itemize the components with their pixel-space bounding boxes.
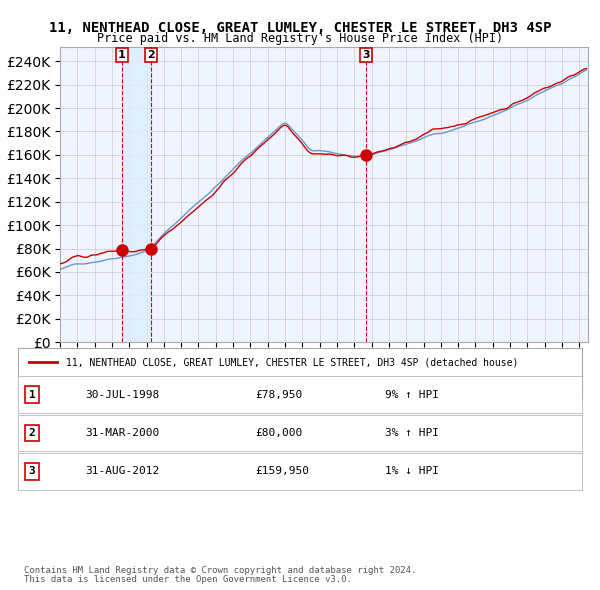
Text: 3: 3	[29, 467, 35, 476]
Text: 2: 2	[29, 428, 35, 438]
Bar	[122, 47, 151, 342]
Text: £159,950: £159,950	[255, 467, 309, 476]
Text: 30-JUL-1998: 30-JUL-1998	[86, 390, 160, 399]
Text: 9% ↑ HPI: 9% ↑ HPI	[385, 390, 439, 399]
Text: 1: 1	[29, 390, 35, 399]
Text: 31-AUG-2012: 31-AUG-2012	[86, 467, 160, 476]
Text: 11, NENTHEAD CLOSE, GREAT LUMLEY, CHESTER LE STREET, DH3 4SP (detached house): 11, NENTHEAD CLOSE, GREAT LUMLEY, CHESTE…	[66, 357, 518, 367]
Text: 1: 1	[118, 50, 126, 60]
Text: 11, NENTHEAD CLOSE, GREAT LUMLEY, CHESTER LE STREET, DH3 4SP: 11, NENTHEAD CLOSE, GREAT LUMLEY, CHESTE…	[49, 21, 551, 35]
Text: Contains HM Land Registry data © Crown copyright and database right 2024.: Contains HM Land Registry data © Crown c…	[24, 566, 416, 575]
Text: 3: 3	[362, 50, 370, 60]
Text: 1% ↓ HPI: 1% ↓ HPI	[385, 467, 439, 476]
Text: £80,000: £80,000	[255, 428, 302, 438]
Text: 3% ↑ HPI: 3% ↑ HPI	[385, 428, 439, 438]
Text: £78,950: £78,950	[255, 390, 302, 399]
Text: 2: 2	[147, 50, 155, 60]
Text: Price paid vs. HM Land Registry's House Price Index (HPI): Price paid vs. HM Land Registry's House …	[97, 32, 503, 45]
Text: HPI: Average price, detached house, County Durham: HPI: Average price, detached house, Coun…	[66, 379, 354, 389]
Text: 31-MAR-2000: 31-MAR-2000	[86, 428, 160, 438]
Text: This data is licensed under the Open Government Licence v3.0.: This data is licensed under the Open Gov…	[24, 575, 352, 584]
